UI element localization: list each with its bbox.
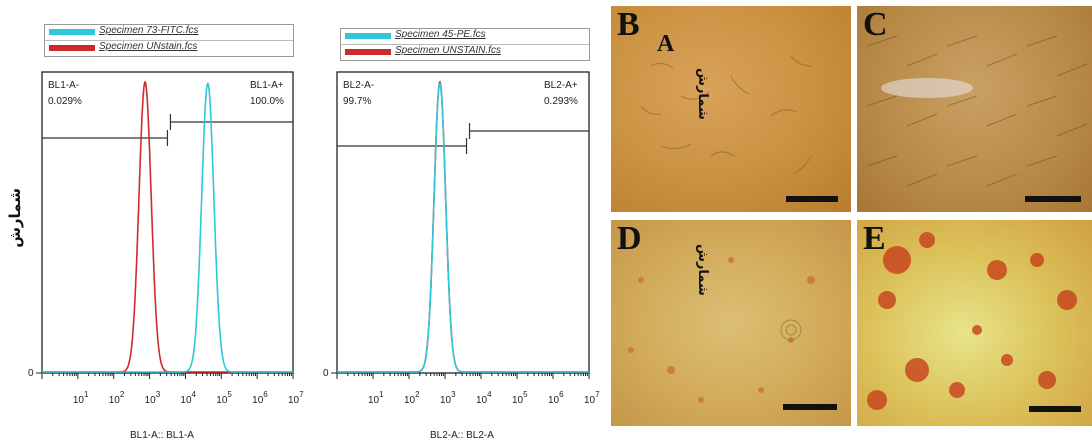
x-tick-label: 107 [288,390,304,406]
scale-bar [783,404,837,410]
gate-value-left-pos: 100.0% [250,96,284,107]
legend-right: Specimen 45-PE.fcs Specimen UNSTAIN.fcs [340,28,590,61]
micrograph-c: C [857,6,1092,212]
plot-frame [336,71,590,374]
micrograph-e: E [857,220,1092,426]
histogram-series [337,80,589,373]
x-tick-label: 103 [440,390,456,406]
y-tick-label: 0 [28,368,34,379]
legend-swatch [49,45,95,51]
x-tick-label: 101 [368,390,384,406]
panel-letter: D [617,220,642,257]
gate-value-right-neg: 99.7% [343,96,372,107]
x-tick-label: 102 [109,390,125,406]
scale-bar [1025,196,1081,202]
legend-left: Specimen 73-FITC.fcs Specimen UNstain.fc… [44,24,294,57]
x-tick-label: 105 [512,390,528,406]
gate-value-left-neg: 0.029% [48,96,82,107]
overlay-text: شمارش [695,244,710,296]
panel-letter: B [617,6,640,43]
legend-swatch [49,29,95,35]
legend-item: Specimen 73-FITC.fcs [45,25,293,41]
gate-name-left-pos: BL1-A+ [250,80,284,91]
x-tick-label: 105 [216,390,232,406]
legend-label: Specimen UNSTAIN.fcs [395,45,501,56]
plot-frame [41,71,294,374]
panel-sub-letter: A [657,31,675,57]
x-axis-title-right: BL2-A:: BL2-A [430,430,494,441]
histogram-series [337,82,589,373]
panel-letter: E [863,220,886,257]
x-axis-title-left: BL1-A:: BL1-A [130,430,194,441]
cell-texture [866,35,1088,187]
gate-value-right-pos: 0.293% [544,96,578,107]
x-tick-label: 106 [252,390,268,406]
flow-histograms: 0 101 102 103 104 105 106 107 0 101 102 103 104 105 10… [28,71,600,406]
x-tick-label: 101 [73,390,89,406]
micrograph-b: B A شمارش [611,6,851,212]
micrograph-d: D شمارش [611,220,851,426]
legend-label: Specimen 45-PE.fcs [395,29,486,40]
legend-swatch [345,33,391,39]
x-tick-label: 106 [548,390,564,406]
overlay-text: شمارش [695,68,710,120]
scale-bar [1029,406,1081,412]
legend-item: Specimen UNSTAIN.fcs [341,45,589,60]
cell-texture [628,257,815,403]
legend-label: Specimen 73-FITC.fcs [99,25,199,36]
gate-name-left-neg: BL1-A- [48,80,80,91]
x-tick-label: 107 [584,390,600,406]
histogram-series [42,81,293,373]
legend-swatch [345,49,391,55]
cell-texture [867,232,1077,410]
scale-bar [786,196,838,202]
x-tick-label: 104 [476,390,492,406]
x-tick-label: 102 [404,390,420,406]
legend-item: Specimen 45-PE.fcs [341,29,589,45]
cell-texture [640,55,812,175]
gate-name-right-neg: BL2-A- [343,80,375,91]
panel-letter: C [863,6,888,43]
y-tick-label: 0 [323,368,329,379]
legend-label: Specimen UNstain.fcs [99,41,198,52]
x-tick-label: 104 [180,390,196,406]
legend-item: Specimen UNstain.fcs [45,41,293,56]
x-tick-label: 103 [145,390,161,406]
histogram-series [42,82,293,373]
gate-name-right-pos: BL2-A+ [544,80,578,91]
